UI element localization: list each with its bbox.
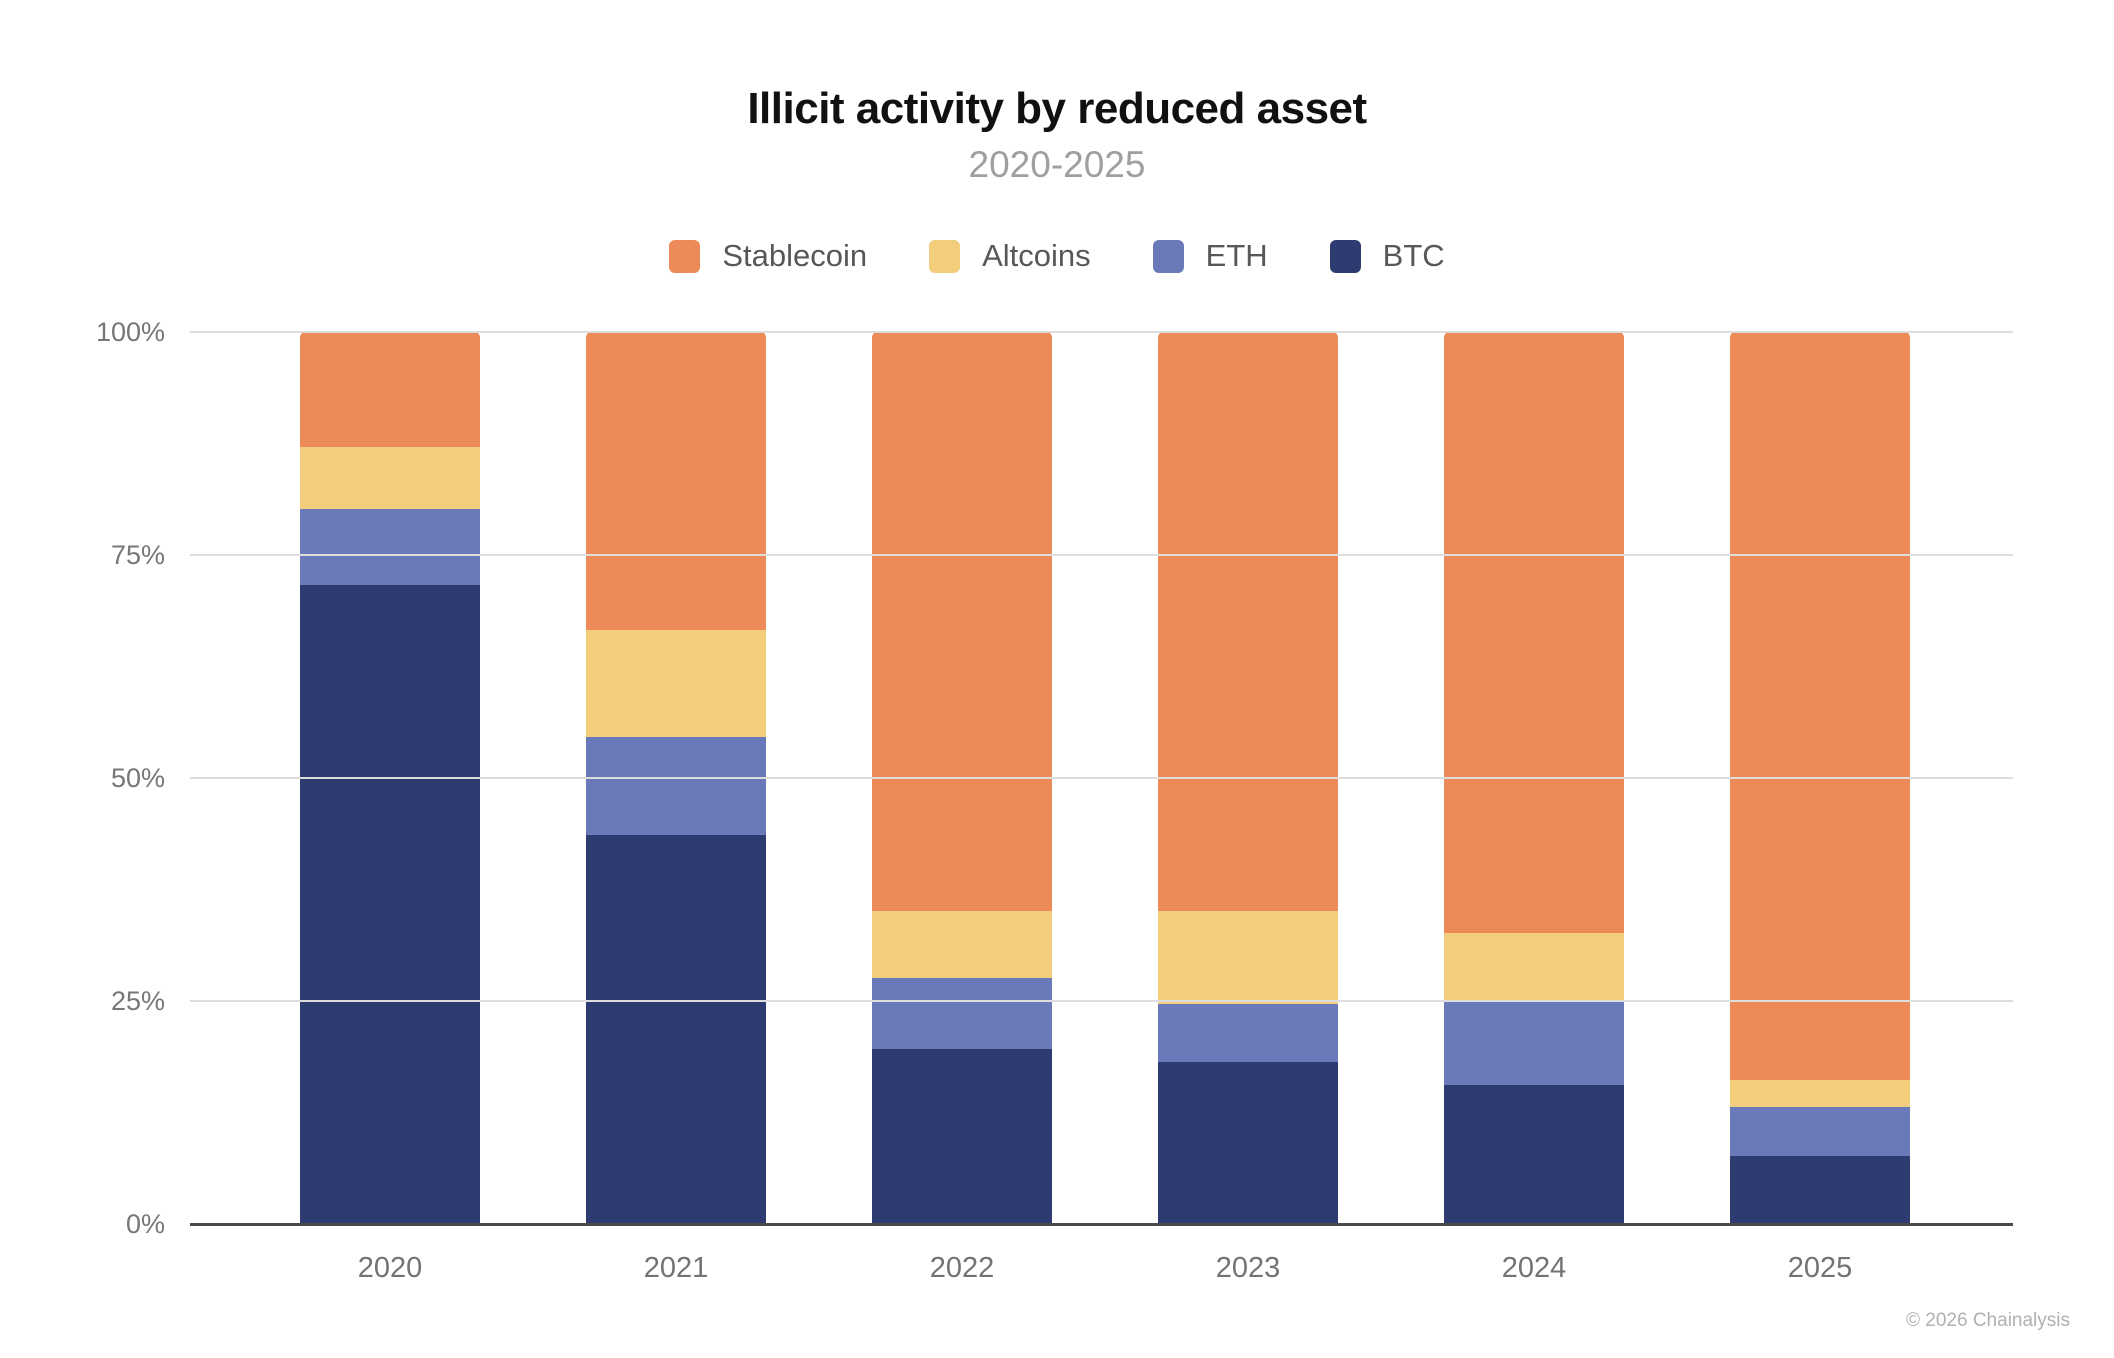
bar-segment-2021-altcoins: [586, 629, 766, 737]
bar-segment-2022-stablecoin: [872, 331, 1052, 911]
bar-2023: 2023: [1158, 331, 1338, 1284]
bar-segment-2020-stablecoin: [300, 331, 480, 447]
copyright-text: © 2026 Chainalysis: [1906, 1310, 2070, 1331]
bar-segment-2024-eth: [1444, 999, 1624, 1085]
x-tick-label: 2020: [357, 1252, 423, 1284]
bar-segment-2024-stablecoin: [1444, 331, 1624, 934]
altcoins-swatch-icon: [929, 239, 961, 273]
legend-item-stablecoin: Stablecoin: [669, 238, 867, 274]
bar-segment-2020-btc: [300, 585, 480, 1223]
gridline-50: [190, 777, 2013, 779]
legend-label: Altcoins: [982, 238, 1091, 273]
bar-segment-2023-altcoins: [1158, 910, 1338, 1005]
bar-segment-2024-btc: [1444, 1084, 1624, 1223]
x-tick-label: 2021: [643, 1252, 709, 1284]
bar-2025: 2025: [1730, 331, 1910, 1284]
bar-segment-2023-btc: [1158, 1062, 1338, 1223]
y-tick-label: 75%: [110, 540, 165, 570]
bar-segment-2022-eth: [872, 977, 1052, 1050]
btc-swatch-icon: [1329, 239, 1361, 273]
legend-item-eth: ETH: [1152, 238, 1268, 274]
bar-segment-2021-eth: [586, 736, 766, 835]
stablecoin-swatch-icon: [669, 239, 701, 273]
bar-segment-2025-stablecoin: [1730, 331, 1910, 1081]
bar-segment-2020-eth: [300, 509, 480, 586]
bar-2020: 2020: [300, 331, 480, 1284]
chart-legend: Stablecoin Altcoins ETH BTC: [0, 238, 2114, 274]
bar-segment-2020-altcoins: [300, 446, 480, 510]
x-tick-label: 2023: [1215, 1252, 1281, 1284]
y-tick-label: 50%: [110, 763, 165, 793]
legend-label: ETH: [1205, 238, 1268, 273]
bar-group: 2020 2021 2022 2023 2024 2025: [190, 331, 2013, 1284]
bar-2021: 2021: [586, 331, 766, 1284]
plot-area: 2020 2021 2022 2023 2024 2025: [190, 331, 2013, 1284]
bar-segment-2025-btc: [1730, 1156, 1910, 1223]
bar-2022: 2022: [872, 331, 1052, 1284]
x-tick-label: 2022: [929, 1252, 995, 1284]
bar-segment-2021-stablecoin: [586, 331, 766, 630]
eth-swatch-icon: [1152, 239, 1184, 273]
bar-segment-2021-btc: [586, 834, 766, 1223]
bar-segment-2023-stablecoin: [1158, 331, 1338, 911]
bar-segment-2022-altcoins: [872, 910, 1052, 978]
legend-item-altcoins: Altcoins: [929, 238, 1091, 274]
bar-segment-2025-altcoins: [1730, 1080, 1910, 1108]
gridline-75: [190, 554, 2013, 556]
legend-label: Stablecoin: [722, 238, 868, 273]
bar-segment-2024-altcoins: [1444, 933, 1624, 1000]
bar-segment-2025-eth: [1730, 1107, 1910, 1157]
x-tick-label: 2025: [1787, 1252, 1853, 1284]
bar-2024: 2024: [1444, 331, 1624, 1284]
bar-segment-2023-eth: [1158, 1004, 1338, 1063]
chart-subtitle: 2020-2025: [968, 144, 1146, 185]
legend-item-btc: BTC: [1329, 238, 1445, 274]
bar-segment-2022-btc: [872, 1049, 1052, 1223]
legend-label: BTC: [1382, 238, 1445, 273]
gridline-25: [190, 1000, 2013, 1002]
chart-title: Illicit activity by reduced asset: [747, 84, 1367, 133]
y-tick-label: 0%: [125, 1209, 165, 1239]
y-tick-label: 25%: [110, 986, 165, 1016]
gridline-100: [190, 331, 2013, 333]
x-tick-label: 2024: [1501, 1252, 1567, 1284]
y-tick-label: 100%: [95, 317, 165, 347]
